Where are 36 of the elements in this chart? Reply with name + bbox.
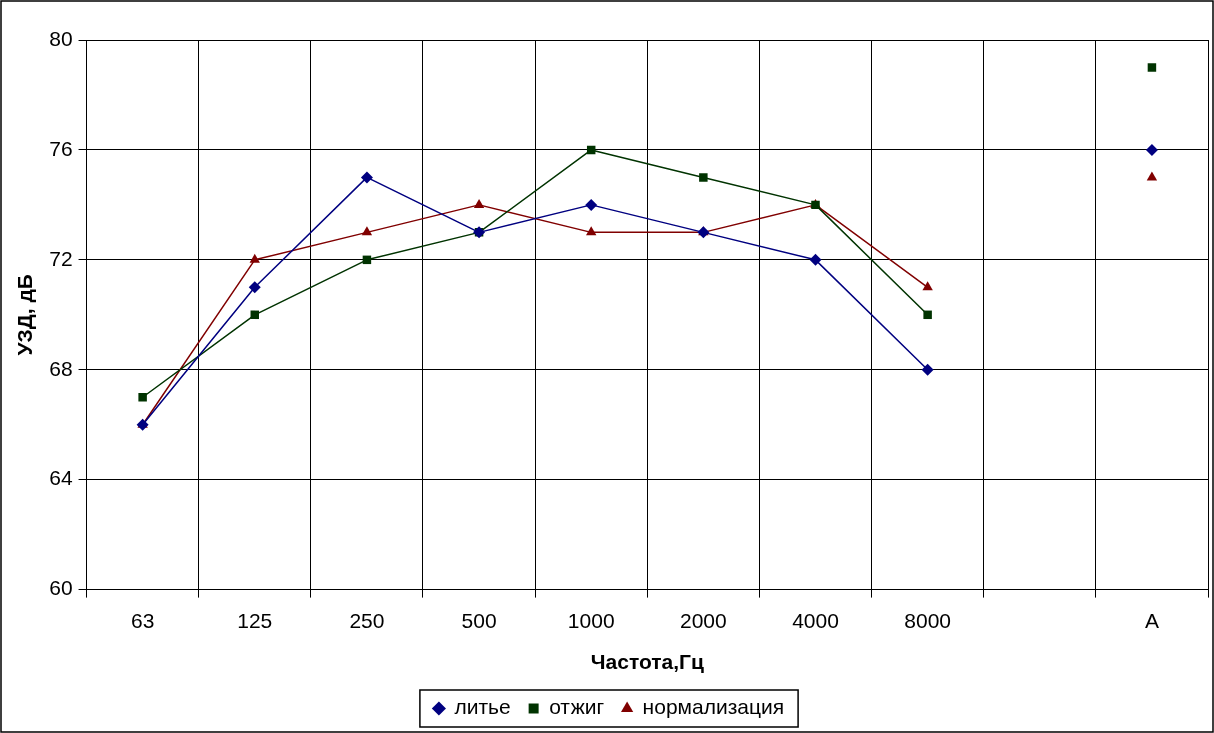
x-tick-label: 250 bbox=[349, 609, 385, 632]
point bbox=[138, 393, 147, 402]
point bbox=[249, 253, 260, 263]
x-axis-title: Частота,Гц bbox=[590, 650, 704, 674]
point bbox=[248, 281, 261, 294]
legend-label: литье bbox=[454, 695, 511, 719]
x-tick-label: 4000 bbox=[792, 609, 839, 632]
legend-label: отжиг bbox=[549, 695, 605, 719]
y-tick-label: 80 bbox=[49, 26, 73, 50]
point bbox=[922, 281, 933, 291]
point bbox=[585, 198, 598, 211]
y-axis-title: УЗД, дБ bbox=[13, 274, 37, 356]
x-tick-label: 63 bbox=[130, 609, 155, 632]
point bbox=[921, 363, 934, 376]
x-tick-label: 1000 bbox=[567, 609, 615, 632]
y-tick-label: 60 bbox=[49, 576, 73, 600]
point bbox=[361, 226, 373, 236]
point bbox=[360, 171, 373, 184]
point bbox=[1147, 63, 1157, 72]
point bbox=[1146, 171, 1158, 181]
x-tick-label: 125 bbox=[237, 609, 273, 632]
y-tick-label: 68 bbox=[49, 356, 73, 380]
x-tick-label: A bbox=[1144, 609, 1159, 632]
x-tick-label: 2000 bbox=[679, 609, 727, 632]
point bbox=[473, 198, 485, 208]
point bbox=[809, 253, 822, 266]
point bbox=[1145, 143, 1158, 156]
point bbox=[586, 226, 597, 236]
y-tick-label: 64 bbox=[49, 466, 73, 490]
y-tick-label: 72 bbox=[49, 246, 73, 270]
x-tick-label: 8000 bbox=[904, 609, 951, 632]
legend-label: нормализация bbox=[642, 695, 785, 719]
point bbox=[923, 310, 932, 320]
y-tick-label: 76 bbox=[49, 136, 73, 160]
point bbox=[699, 173, 708, 182]
x-tick-label: 500 bbox=[461, 609, 497, 632]
